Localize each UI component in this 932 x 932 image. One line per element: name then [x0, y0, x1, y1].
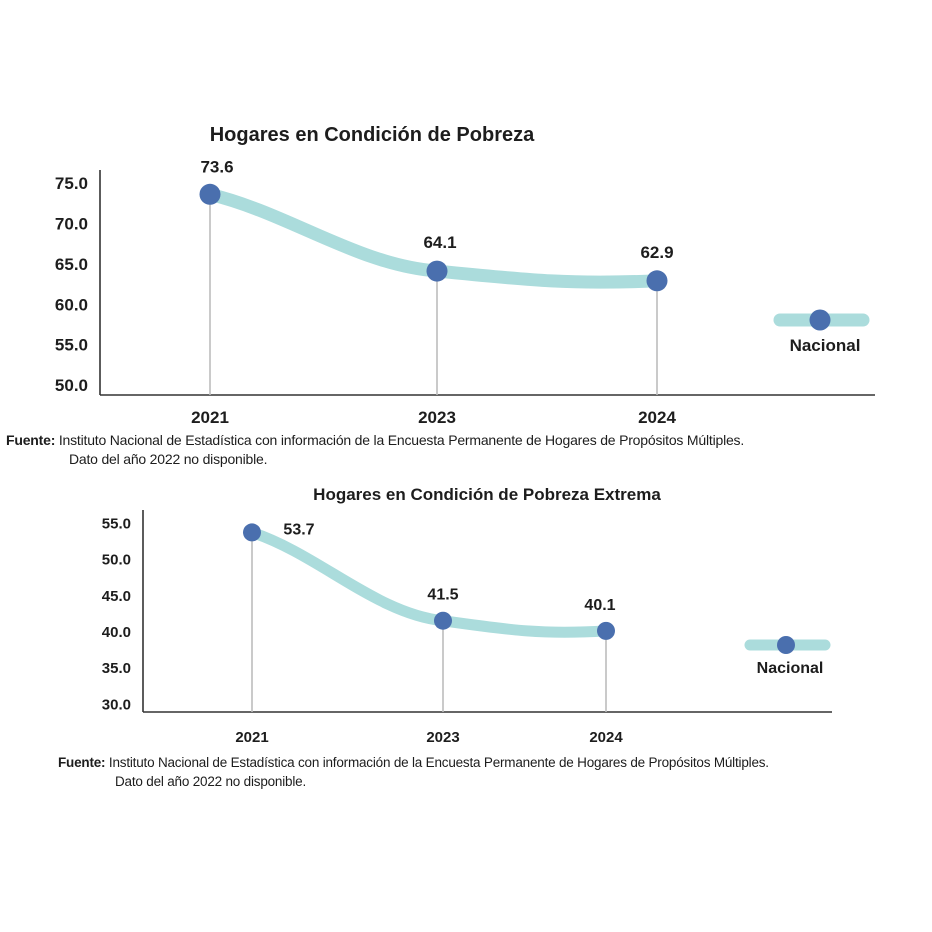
y-tick-label: 55.0 [102, 515, 131, 532]
source-note-2: Fuente: Instituto Nacional de Estadístic… [58, 753, 769, 791]
legend-marker [777, 636, 795, 654]
legend-label: Nacional [757, 660, 824, 677]
x-tick-label: 2021 [191, 408, 229, 427]
y-tick-label: 45.0 [102, 588, 131, 605]
data-point [434, 611, 452, 630]
data-point [243, 523, 261, 542]
source-note-text: Dato del año 2022 no disponible. [115, 774, 307, 789]
extreme-poverty-chart: Hogares en Condición de Pobreza Extrema 5… [0, 480, 932, 746]
y-tick-label: 65.0 [55, 255, 88, 274]
source-label: Fuente: [58, 755, 106, 770]
source-text: Instituto Nacional de Estadística con in… [108, 755, 769, 770]
data-point [199, 183, 221, 205]
y-tick-label: 75.0 [55, 174, 88, 193]
source-note-text: Dato del año 2022 no disponible. [69, 451, 268, 467]
y-tick-label: 35.0 [102, 660, 131, 677]
extreme-poverty-chart-svg: Hogares en Condición de Pobreza Extrema 5… [102, 485, 832, 746]
chart-title: Hogares en Condición de Pobreza [210, 124, 535, 146]
data-label: 40.1 [584, 597, 615, 614]
data-point [426, 260, 448, 282]
y-tick-label: 60.0 [55, 295, 88, 314]
y-tick-label: 70.0 [55, 215, 88, 234]
x-tick-label: 2024 [638, 408, 676, 427]
series-line-nacional [246, 526, 612, 638]
y-tick-label: 40.0 [102, 624, 131, 641]
legend-marker [809, 309, 831, 331]
y-tick-label: 55.0 [55, 336, 88, 355]
source-label: Fuente: [6, 432, 56, 448]
x-tick-label: 2023 [418, 408, 456, 427]
data-label: 64.1 [423, 233, 456, 252]
x-tick-label: 2021 [235, 729, 268, 746]
data-point [646, 270, 668, 292]
legend-label: Nacional [790, 336, 861, 355]
x-tick-label: 2024 [589, 729, 623, 746]
source-note-1: Fuente: Instituto Nacional de Estadístic… [6, 431, 744, 469]
data-label: 62.9 [640, 243, 673, 262]
y-tick-label: 30.0 [102, 696, 131, 713]
y-tick-label: 50.0 [102, 552, 131, 569]
x-tick-label: 2023 [426, 729, 459, 746]
data-label: 73.6 [200, 157, 233, 176]
data-point [597, 621, 615, 640]
poverty-chart-svg: Hogares en Condición de Pobreza 75.0 70.0 6… [55, 124, 875, 427]
poverty-chart: Hogares en Condición de Pobreza 75.0 70.0 6… [0, 115, 932, 427]
y-tick-label: 50.0 [55, 376, 88, 395]
data-label: 53.7 [283, 521, 314, 538]
data-label: 41.5 [427, 587, 458, 604]
source-text: Instituto Nacional de Estadística con in… [58, 432, 745, 448]
chart-title: Hogares en Condición de Pobreza Extrema [313, 485, 661, 504]
